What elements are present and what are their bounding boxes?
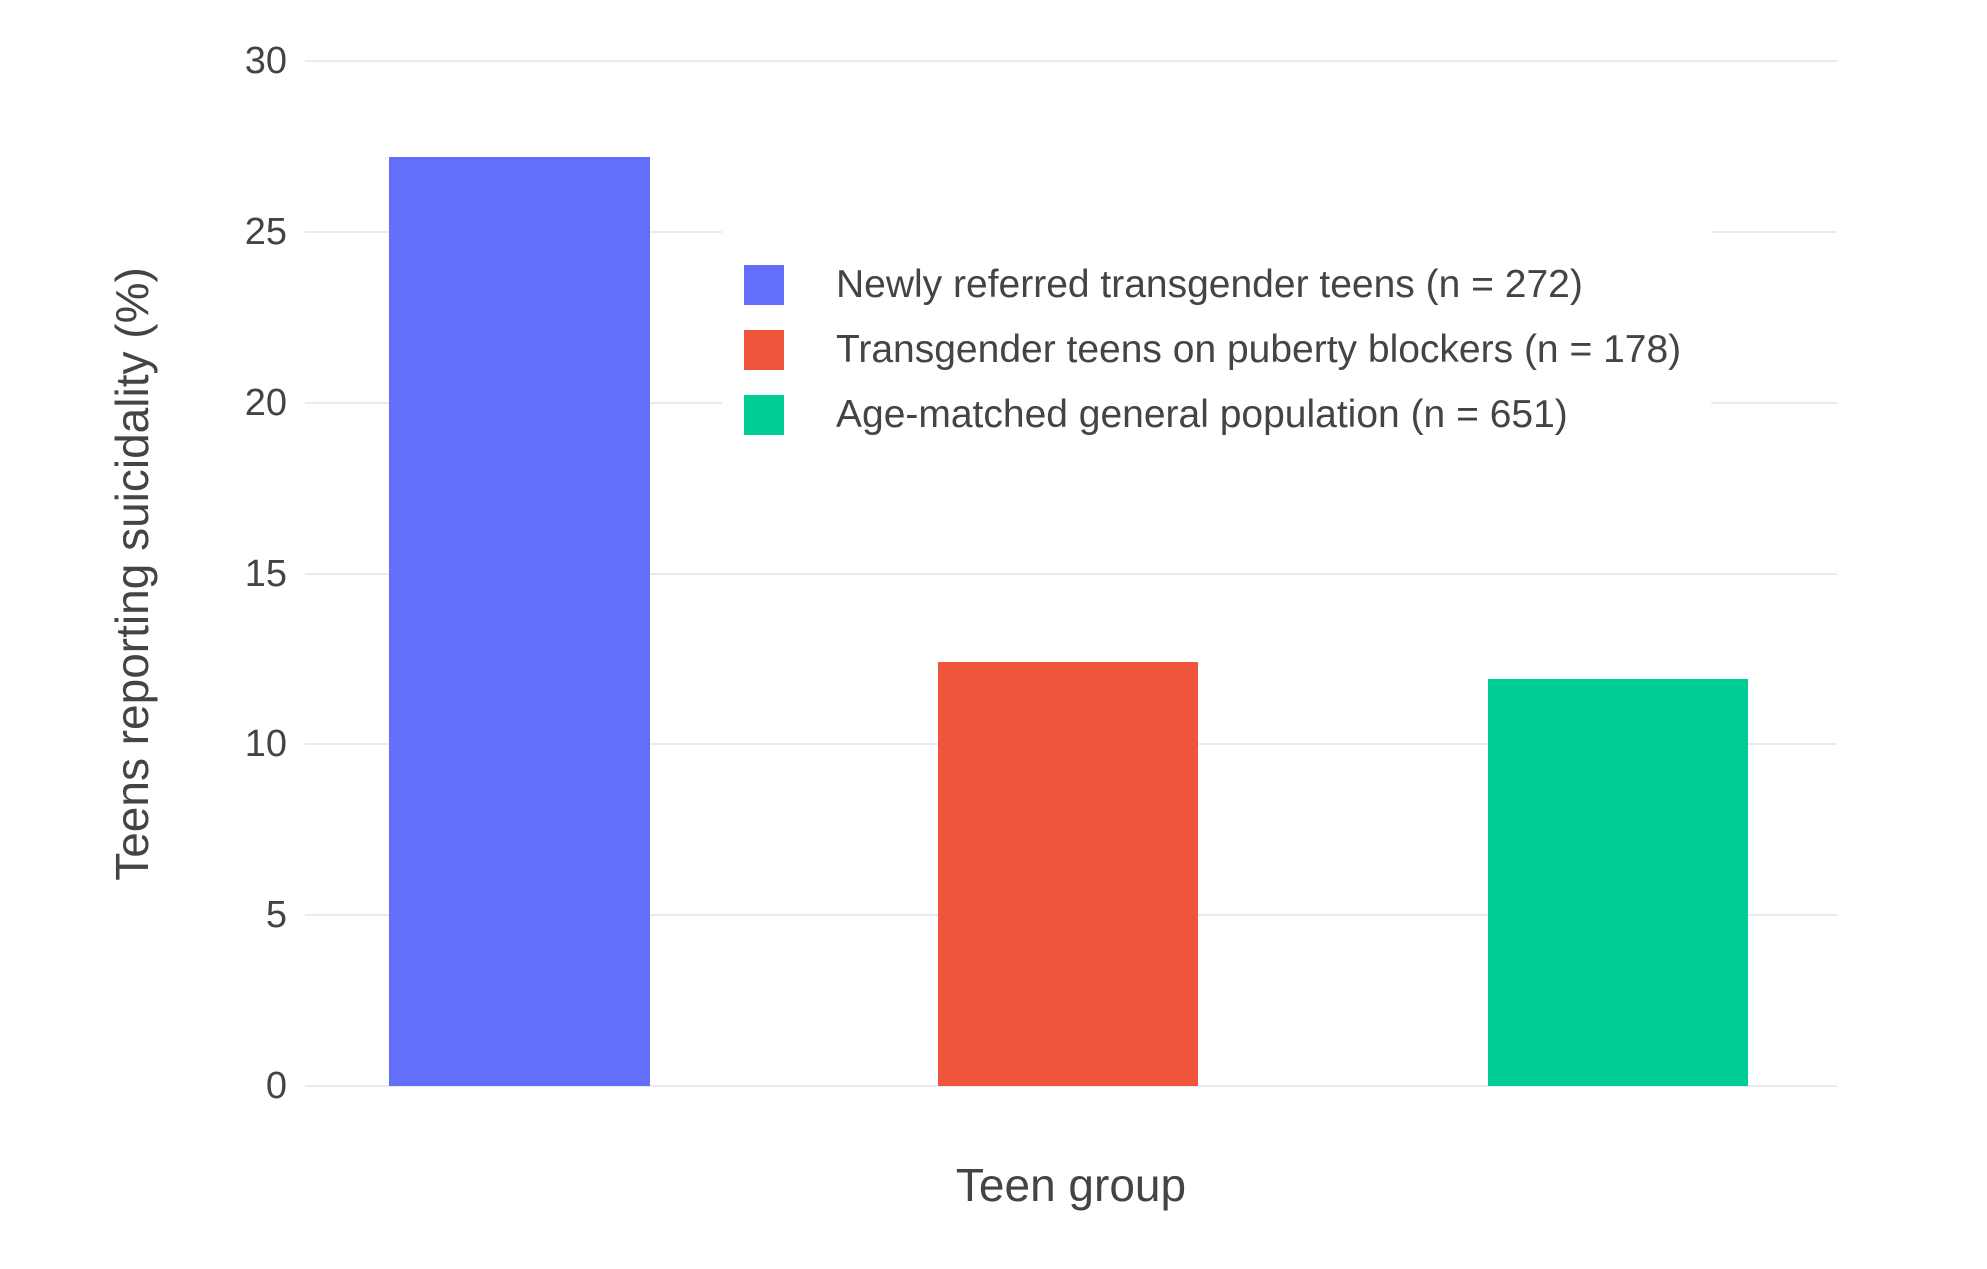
legend-swatch-icon (744, 394, 784, 435)
bar-1[interactable] (389, 156, 650, 1086)
legend-item-label: Transgender teens on puberty blockers (n… (836, 328, 1682, 371)
y-tick-label: 5 (265, 894, 287, 937)
bar-2[interactable] (937, 662, 1199, 1086)
legend-swatch-icon (744, 264, 784, 305)
legend-item-label: Age-matched general population (n = 651) (836, 393, 1568, 436)
legend: Newly referred transgender teens (n = 27… (722, 222, 1712, 477)
bar-3[interactable] (1487, 679, 1749, 1086)
y-axis-title: Teens reporting suicidality (%) (106, 267, 158, 881)
y-tick-label: 25 (244, 210, 287, 253)
legend-item-1[interactable]: Newly referred transgender teens (n = 27… (744, 252, 1681, 317)
y-tick-label: 10 (244, 723, 287, 766)
plot-area: 0 5 10 15 20 25 30 (245, 42, 1837, 1105)
legend-item-2[interactable]: Transgender teens on puberty blockers (n… (744, 317, 1681, 382)
legend-item-label: Newly referred transgender teens (n = 27… (836, 263, 1583, 306)
legend-swatch-icon (744, 329, 784, 370)
gridline (305, 1085, 1837, 1087)
x-axis-title: Teen group (955, 1159, 1187, 1211)
gridline (305, 572, 1837, 575)
y-tick-label: 15 (244, 552, 287, 595)
legend-item-3[interactable]: Age-matched general population (n = 651) (744, 382, 1681, 447)
gridline (305, 60, 1837, 62)
y-tick-label: 20 (244, 381, 287, 424)
y-tick-label: 0 (265, 1065, 287, 1107)
y-tick-label: 30 (244, 40, 287, 82)
